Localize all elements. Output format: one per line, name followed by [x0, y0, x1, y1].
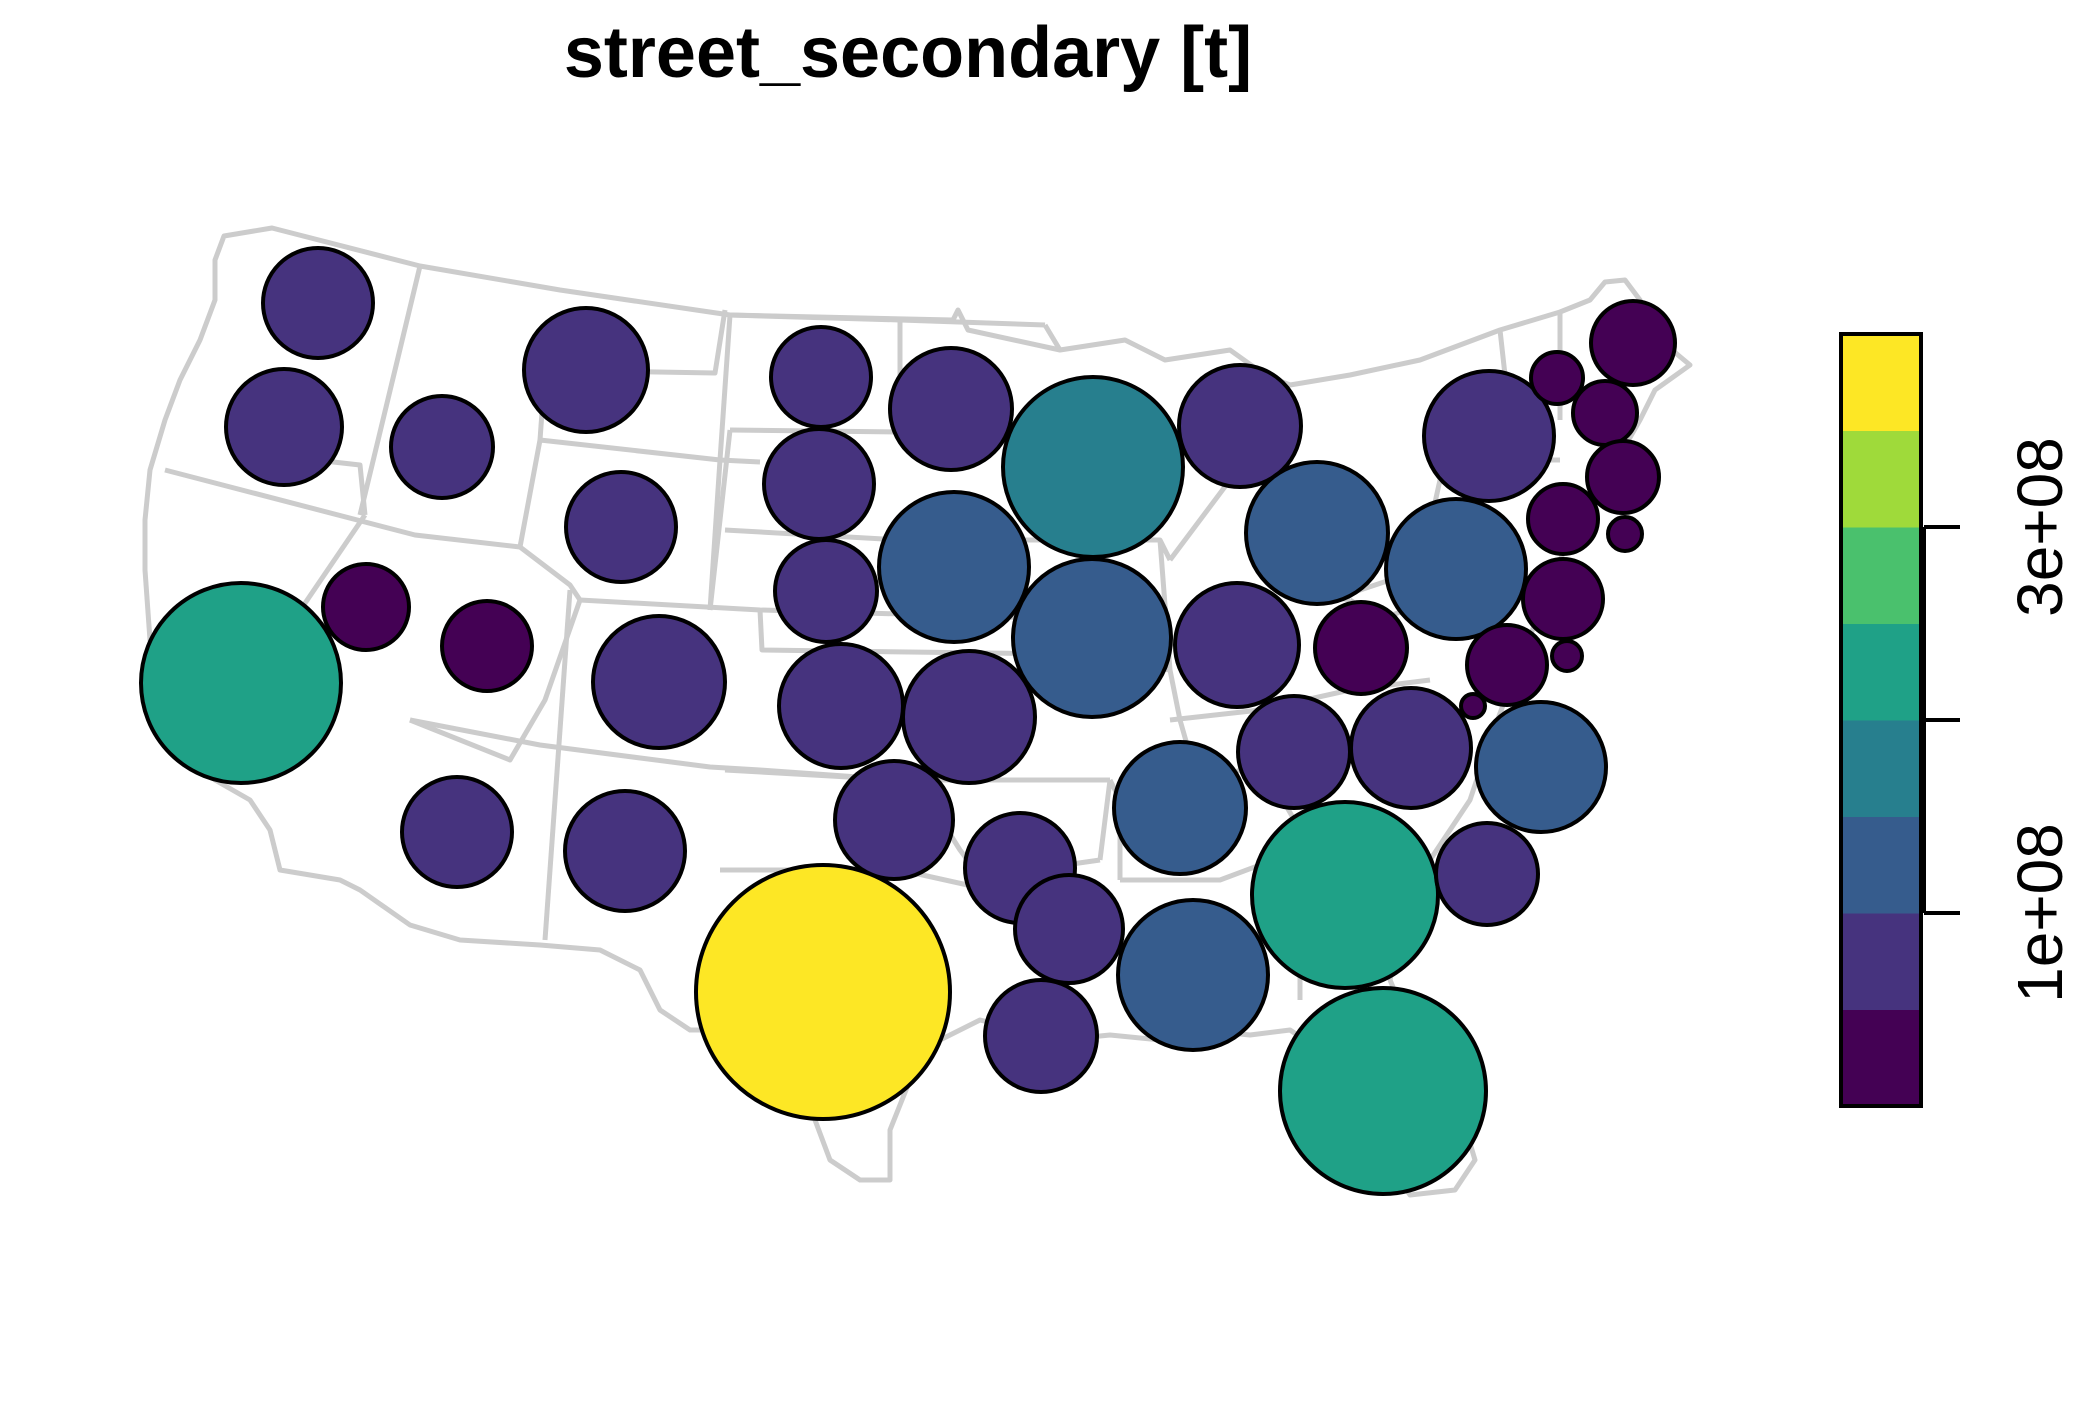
legend-color-class [1841, 623, 1921, 721]
state-symbol [773, 538, 879, 644]
state-symbol [1013, 873, 1125, 985]
state-symbol [901, 649, 1037, 785]
state-symbol [1589, 299, 1677, 387]
state-symbol [1384, 497, 1528, 641]
state-symbol [1313, 600, 1409, 696]
state-symbol [261, 246, 375, 360]
state-symbol [400, 775, 514, 889]
state-symbol [769, 325, 873, 429]
legend-tick-label: 3e+08 [2004, 437, 2076, 617]
state-symbol [1250, 800, 1440, 990]
state-symbol [1177, 363, 1303, 489]
state-symbol [440, 599, 534, 693]
state-symbol [1349, 686, 1473, 810]
state-symbol [833, 759, 955, 881]
legend-color-class [1841, 913, 1921, 1010]
state-symbol [1112, 740, 1248, 876]
state-symbol [591, 614, 727, 750]
state-symbol [983, 978, 1099, 1094]
legend-color-class [1841, 720, 1921, 817]
state-symbol [563, 789, 687, 913]
state-symbol [1173, 581, 1301, 709]
state-symbol [389, 394, 495, 500]
state-symbol [1529, 350, 1585, 406]
state-symbol [1606, 515, 1644, 553]
state-symbol [1521, 557, 1605, 641]
state-symbol [1474, 700, 1608, 834]
state-symbol [224, 367, 344, 487]
state-symbol [877, 490, 1031, 644]
state-symbol [1434, 821, 1540, 927]
state-symbol [1465, 623, 1549, 707]
state-symbol [1422, 369, 1556, 503]
state-symbol [139, 581, 343, 785]
state-symbol [522, 306, 650, 434]
legend-tick-label: 1e+08 [2004, 823, 2076, 1003]
state-symbol [1001, 375, 1185, 559]
state-symbol [1011, 557, 1173, 719]
legend-color-bars [1841, 334, 1921, 1107]
legend-color-class [1841, 1009, 1921, 1107]
legend-color-class [1841, 527, 1921, 624]
state-symbol [1550, 639, 1584, 673]
proportional-symbols [139, 246, 1677, 1196]
legend-ticks: 1e+08 3e+08 [1924, 437, 2076, 1003]
legend-color-class [1841, 334, 1921, 431]
state-symbol [1526, 482, 1600, 556]
state-symbol [564, 470, 678, 584]
legend-frame [1839, 332, 1923, 1108]
state-symbol [1278, 986, 1488, 1196]
legend-color-class [1841, 430, 1921, 528]
state-symbol [321, 562, 411, 652]
state-symbol [1585, 439, 1661, 515]
state-symbol [1244, 460, 1390, 606]
state-symbol [694, 863, 952, 1121]
state-symbol [1116, 898, 1270, 1052]
map-title: street_secondary [t] [563, 13, 1253, 93]
state-symbol [1459, 692, 1487, 720]
state-symbol [888, 346, 1014, 472]
legend-color-class [1841, 816, 1921, 914]
